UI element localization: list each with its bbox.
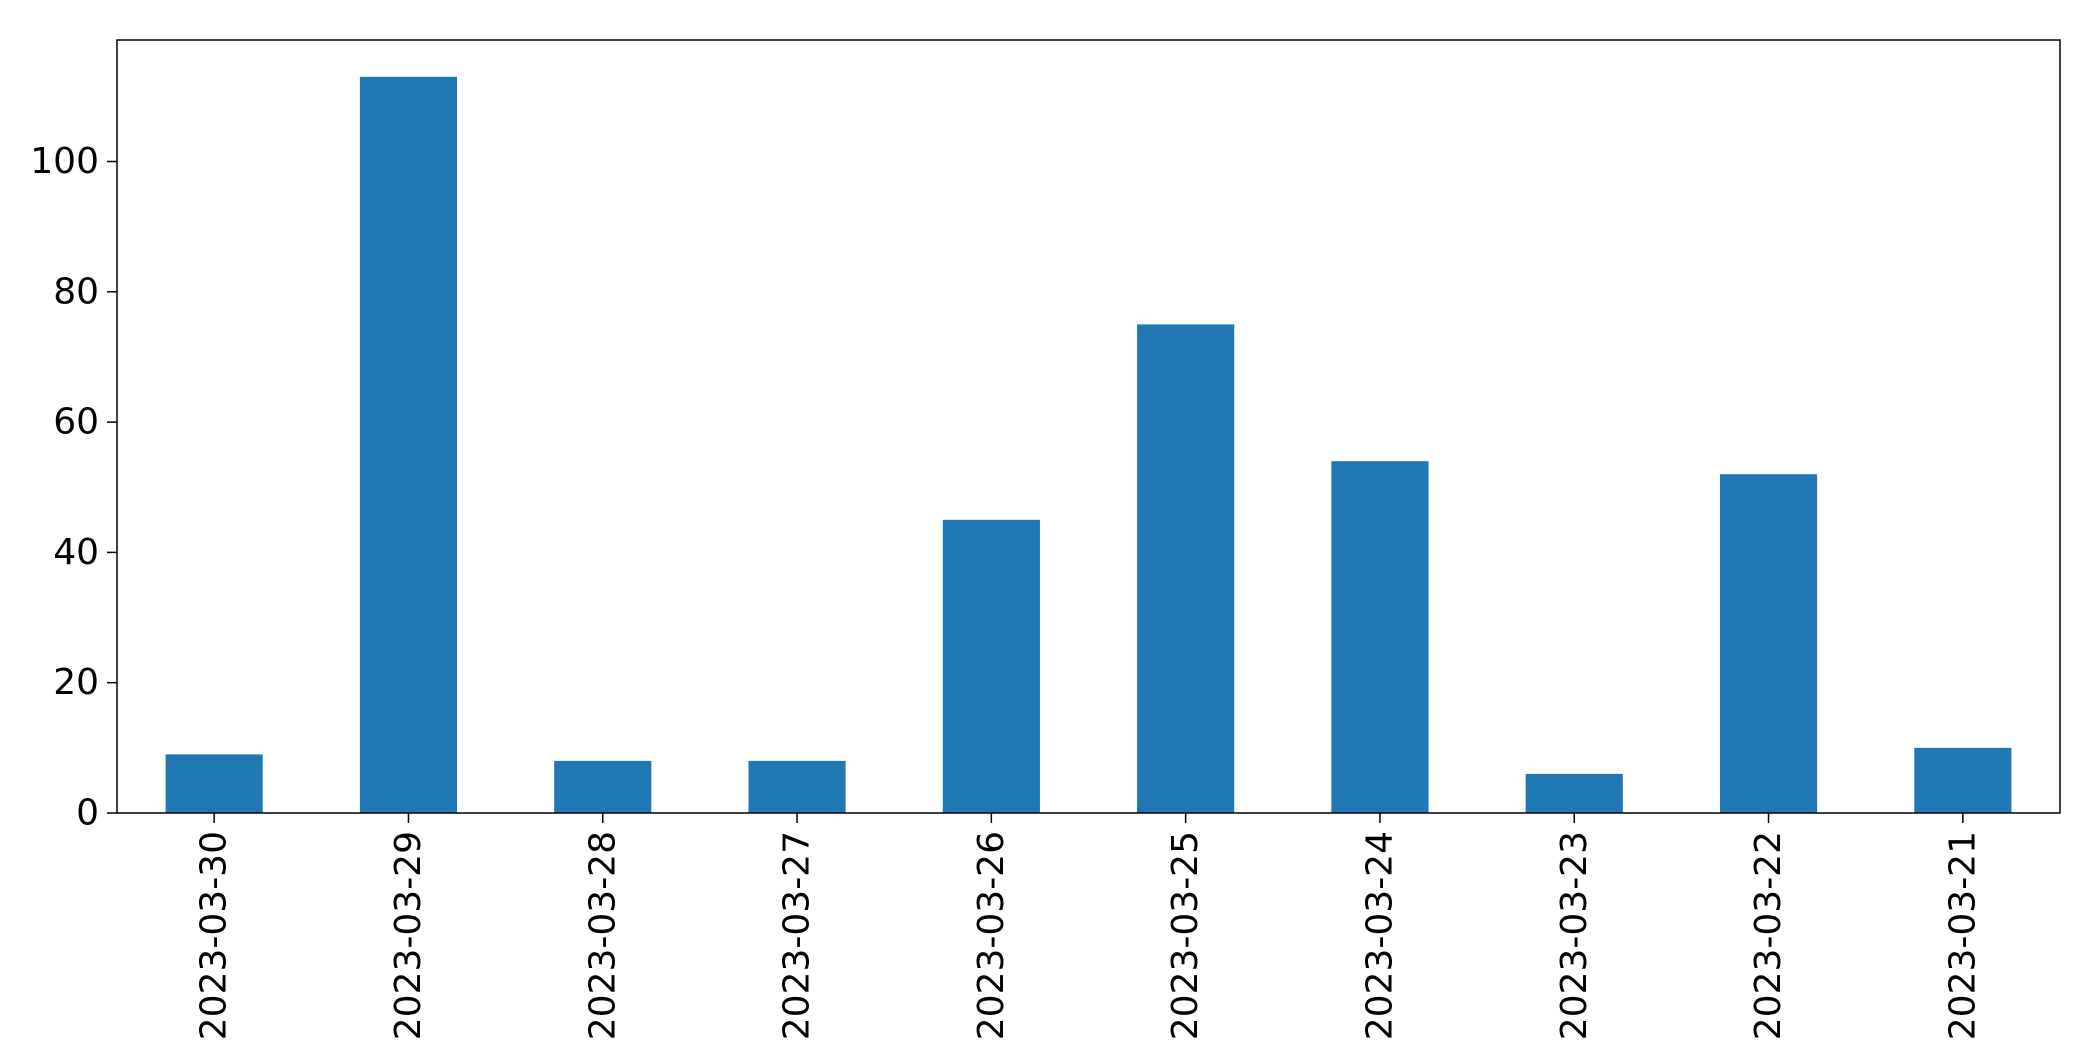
bar-2023-03-29 (359, 76, 458, 814)
x-tick-label: 2023-03-27 (777, 831, 818, 1040)
y-tick-label: 80 (53, 271, 99, 312)
x-axis: 2023-03-30 2023-03-29 2023-03-28 2023-03-27… (194, 813, 1983, 1040)
bar-2023-03-28 (554, 760, 652, 813)
bar-group (165, 76, 2012, 814)
x-tick-label: 2023-03-29 (388, 831, 429, 1040)
x-tick-label: 2023-03-21 (1942, 831, 1983, 1040)
x-tick-label: 2023-03-22 (1748, 831, 1789, 1040)
x-tick-label: 2023-03-23 (1554, 831, 1595, 1040)
bar-2023-03-26 (942, 519, 1040, 813)
y-tick-label: 40 (53, 532, 99, 573)
x-tick-label: 2023-03-28 (582, 831, 623, 1040)
y-axis: 0 20 40 60 80 100 (30, 141, 117, 834)
bar-2023-03-21 (1914, 747, 2012, 813)
x-tick-label: 2023-03-24 (1359, 831, 1400, 1040)
y-tick-label: 100 (30, 141, 99, 182)
bar-2023-03-24 (1331, 461, 1429, 813)
bar-2023-03-25 (1137, 324, 1235, 813)
bar-2023-03-22 (1719, 474, 1818, 813)
bar-2023-03-27 (748, 760, 846, 813)
x-tick-label: 2023-03-25 (1165, 831, 1206, 1040)
y-tick-label: 60 (53, 402, 99, 443)
bar-2023-03-23 (1525, 773, 1623, 813)
x-tick-label: 2023-03-26 (971, 831, 1012, 1040)
plot-frame (116, 39, 2061, 814)
x-tick-label: 2023-03-30 (194, 831, 235, 1040)
bar-2023-03-30 (165, 754, 263, 813)
y-tick-label: 20 (53, 662, 99, 703)
y-tick-label: 0 (76, 793, 99, 834)
